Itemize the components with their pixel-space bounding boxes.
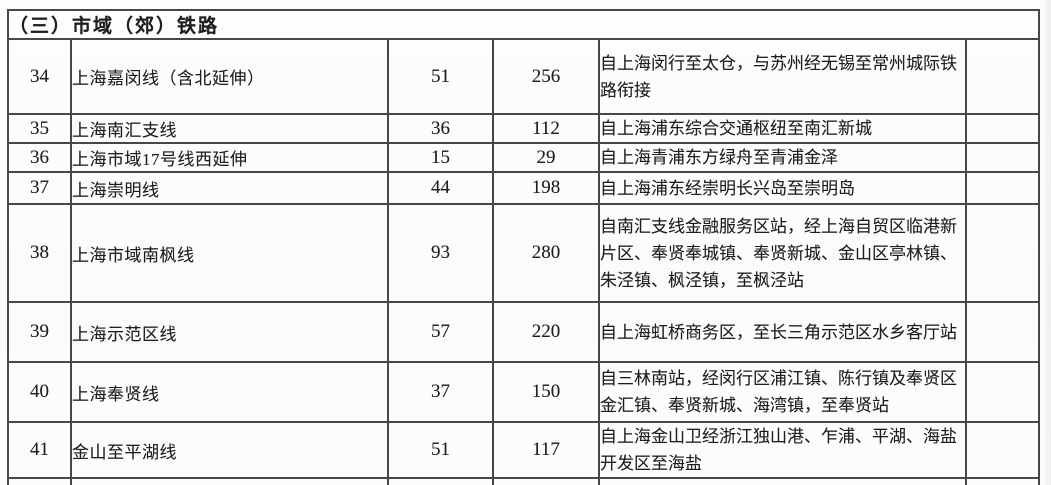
empty-cell [964,113,1041,144]
empty-cell [964,477,1041,485]
row-number: 39 [7,301,72,363]
table-row: 37 上海崇明线 44 198 自上海浦东经崇明长兴岛至崇明岛 [7,171,1041,205]
section-header-row: （三）市域（郊）铁路 [6,9,1041,40]
value-b-cell: 117 [492,421,600,479]
line-name: 上海市域17号线西延伸 [70,142,389,173]
table-row: 41 金山至平湖线 51 117 自上海金山卫经浙江独山港、乍浦、平湖、海盐开发… [7,421,1041,479]
value-b-cell: 220 [492,301,600,363]
route-description: 自上海浦东综合交通枢纽至南汇新城 [598,113,967,144]
table-row: 35 上海南汇支线 36 112 自上海浦东综合交通枢纽至南汇新城 [7,113,1041,144]
empty-cell [387,477,494,485]
route-description: 自上海金山卫经浙江独山港、乍浦、平湖、海盐开发区至海盐 [598,421,967,479]
value-b-cell: 112 [492,113,600,144]
empty-cell [964,421,1041,479]
value-b-cell: 150 [492,361,600,423]
empty-cell [598,477,967,485]
route-description: 自上海闵行至太仓，与苏州经无锡至常州城际铁路衔接 [598,38,967,115]
empty-cell [7,477,72,485]
value-a-cell: 44 [387,171,494,205]
row-number: 37 [7,171,72,205]
row-number: 36 [7,142,72,173]
empty-cell [964,301,1041,363]
route-description: 自上海虹桥商务区，至长三角示范区水乡客厅站 [598,301,967,363]
empty-cell [964,38,1041,115]
line-name: 上海奉贤线 [70,361,389,423]
table-row: 34 上海嘉闵线（含北延伸） 51 256 自上海闵行至太仓，与苏州经无锡至常州… [7,38,1041,115]
value-a-cell: 36 [387,113,494,144]
section-title: （三）市域（郊）铁路 [6,9,1041,40]
value-a-cell: 51 [387,421,494,479]
row-number: 34 [7,38,72,115]
table-row: 38 上海市域南枫线 93 280 自南汇支线金融服务区站，经上海自贸区临港新片… [7,203,1041,303]
row-number: 40 [7,361,72,423]
empty-cell [964,203,1041,303]
table-row-partial [7,477,1041,485]
route-description: 自上海青浦东方绿舟至青浦金泽 [598,142,967,173]
empty-cell [964,361,1041,423]
line-name: 上海示范区线 [70,301,389,363]
row-number: 35 [7,113,72,144]
empty-cell [964,171,1041,205]
row-number: 41 [7,421,72,479]
route-description: 自南汇支线金融服务区站，经上海自贸区临港新片区、奉贤奉城镇、奉贤新城、金山区亭林… [598,203,967,303]
value-b-cell: 198 [492,171,600,205]
value-a-cell: 37 [387,361,494,423]
suburban-rail-table: （三）市域（郊）铁路 34 上海嘉闵线（含北延伸） 51 256 自上海闵行至太… [6,9,1041,485]
row-number: 38 [7,203,72,303]
table-row: 39 上海示范区线 57 220 自上海虹桥商务区，至长三角示范区水乡客厅站 [7,301,1041,363]
line-name: 上海南汇支线 [70,113,389,144]
empty-cell [492,477,600,485]
route-description: 自三林南站，经闵行区浦江镇、陈行镇及奉贤区金汇镇、奉贤新城、海湾镇，至奉贤站 [598,361,967,423]
value-a-cell: 57 [387,301,494,363]
table-row: 36 上海市域17号线西延伸 15 29 自上海青浦东方绿舟至青浦金泽 [7,142,1041,173]
table-row: 40 上海奉贤线 37 150 自三林南站，经闵行区浦江镇、陈行镇及奉贤区金汇镇… [7,361,1041,423]
line-name: 上海嘉闵线（含北延伸） [70,38,389,115]
value-b-cell: 280 [492,203,600,303]
empty-cell [964,142,1041,173]
value-b-cell: 29 [492,142,600,173]
value-a-cell: 93 [387,203,494,303]
line-name: 上海市域南枫线 [70,203,389,303]
value-a-cell: 51 [387,38,494,115]
line-name: 上海崇明线 [70,171,389,205]
value-b-cell: 256 [492,38,600,115]
empty-cell [70,477,389,485]
route-description: 自上海浦东经崇明长兴岛至崇明岛 [598,171,967,205]
value-a-cell: 15 [387,142,494,173]
line-name: 金山至平湖线 [70,421,389,479]
